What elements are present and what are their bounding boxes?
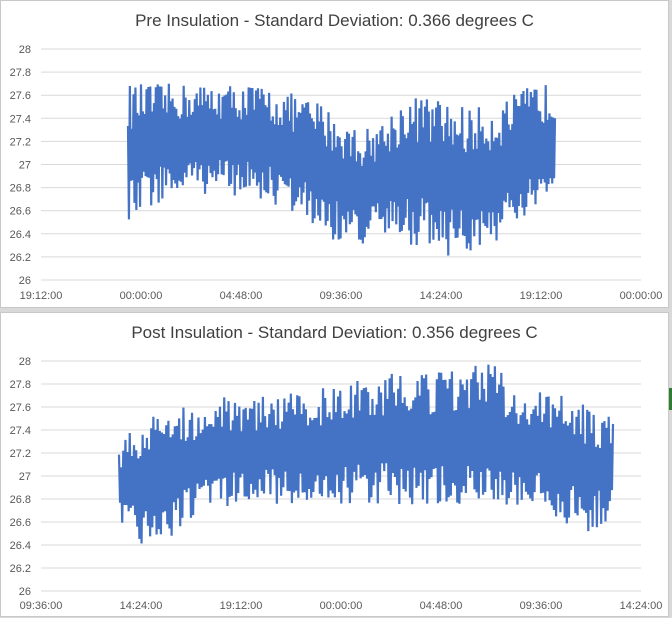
x-tick-label: 19:12:00 <box>20 290 63 302</box>
y-tick-label: 27.6 <box>10 402 31 414</box>
y-tick-label: 27.2 <box>10 136 31 148</box>
x-tick-label: 09:36:00 <box>320 290 363 302</box>
y-tick-label: 26.8 <box>10 494 31 506</box>
x-tick-label: 04:48:00 <box>220 290 263 302</box>
y-tick-label: 26.6 <box>10 517 31 529</box>
x-tick-label: 00:00:00 <box>620 290 663 302</box>
y-tick-label: 27.8 <box>10 379 31 391</box>
chart-title: Post Insulation - Standard Deviation: 0.… <box>131 323 538 342</box>
y-tick-label: 26 <box>19 275 31 287</box>
y-tick-label: 27 <box>19 471 31 483</box>
x-tick-label: 14:24:00 <box>420 290 463 302</box>
x-tick-label: 14:24:00 <box>120 600 163 612</box>
chart-panel-post-insulation: Post Insulation - Standard Deviation: 0.… <box>0 312 669 617</box>
x-tick-label: 09:36:00 <box>20 600 63 612</box>
y-tick-label: 26.4 <box>10 540 31 552</box>
y-tick-label: 26.2 <box>10 252 31 264</box>
series-line <box>126 83 557 256</box>
x-tick-label: 14:24:00 <box>620 600 663 612</box>
x-tick-label: 09:36:00 <box>520 600 563 612</box>
x-tick-label: 04:48:00 <box>420 600 463 612</box>
y-tick-label: 27.4 <box>10 113 31 125</box>
y-tick-label: 28 <box>19 44 31 56</box>
x-tick-label: 00:00:00 <box>120 290 163 302</box>
series-line <box>117 364 615 544</box>
selection-handle <box>669 388 672 410</box>
x-tick-label: 19:12:00 <box>220 600 263 612</box>
y-tick-label: 27 <box>19 160 31 172</box>
chart-plot-pre-insulation: 26 26.2 26.4 26.6 26.8 27 27.2 27.4 27.6 27.8 28 19… <box>10 44 663 302</box>
y-tick-label: 26.2 <box>10 563 31 575</box>
y-tick-label: 26.6 <box>10 206 31 218</box>
chart-title: Pre Insulation - Standard Deviation: 0.3… <box>135 11 534 30</box>
chart-panel-pre-insulation: Pre Insulation - Standard Deviation: 0.3… <box>0 0 669 308</box>
y-tick-label: 26 <box>19 586 31 598</box>
y-tick-label: 28 <box>19 356 31 368</box>
y-tick-label: 27.6 <box>10 90 31 102</box>
x-tick-label: 00:00:00 <box>320 600 363 612</box>
y-tick-label: 27.2 <box>10 448 31 460</box>
y-tick-label: 26.8 <box>10 183 31 195</box>
y-tick-label: 27.8 <box>10 67 31 79</box>
y-tick-label: 27.4 <box>10 425 31 437</box>
chart-plot-post-insulation: 26 26.2 26.4 26.6 26.8 27 27.2 27.4 27.6 27.8 28 09… <box>10 356 663 612</box>
y-tick-label: 26.4 <box>10 229 31 241</box>
x-tick-label: 19:12:00 <box>520 290 563 302</box>
